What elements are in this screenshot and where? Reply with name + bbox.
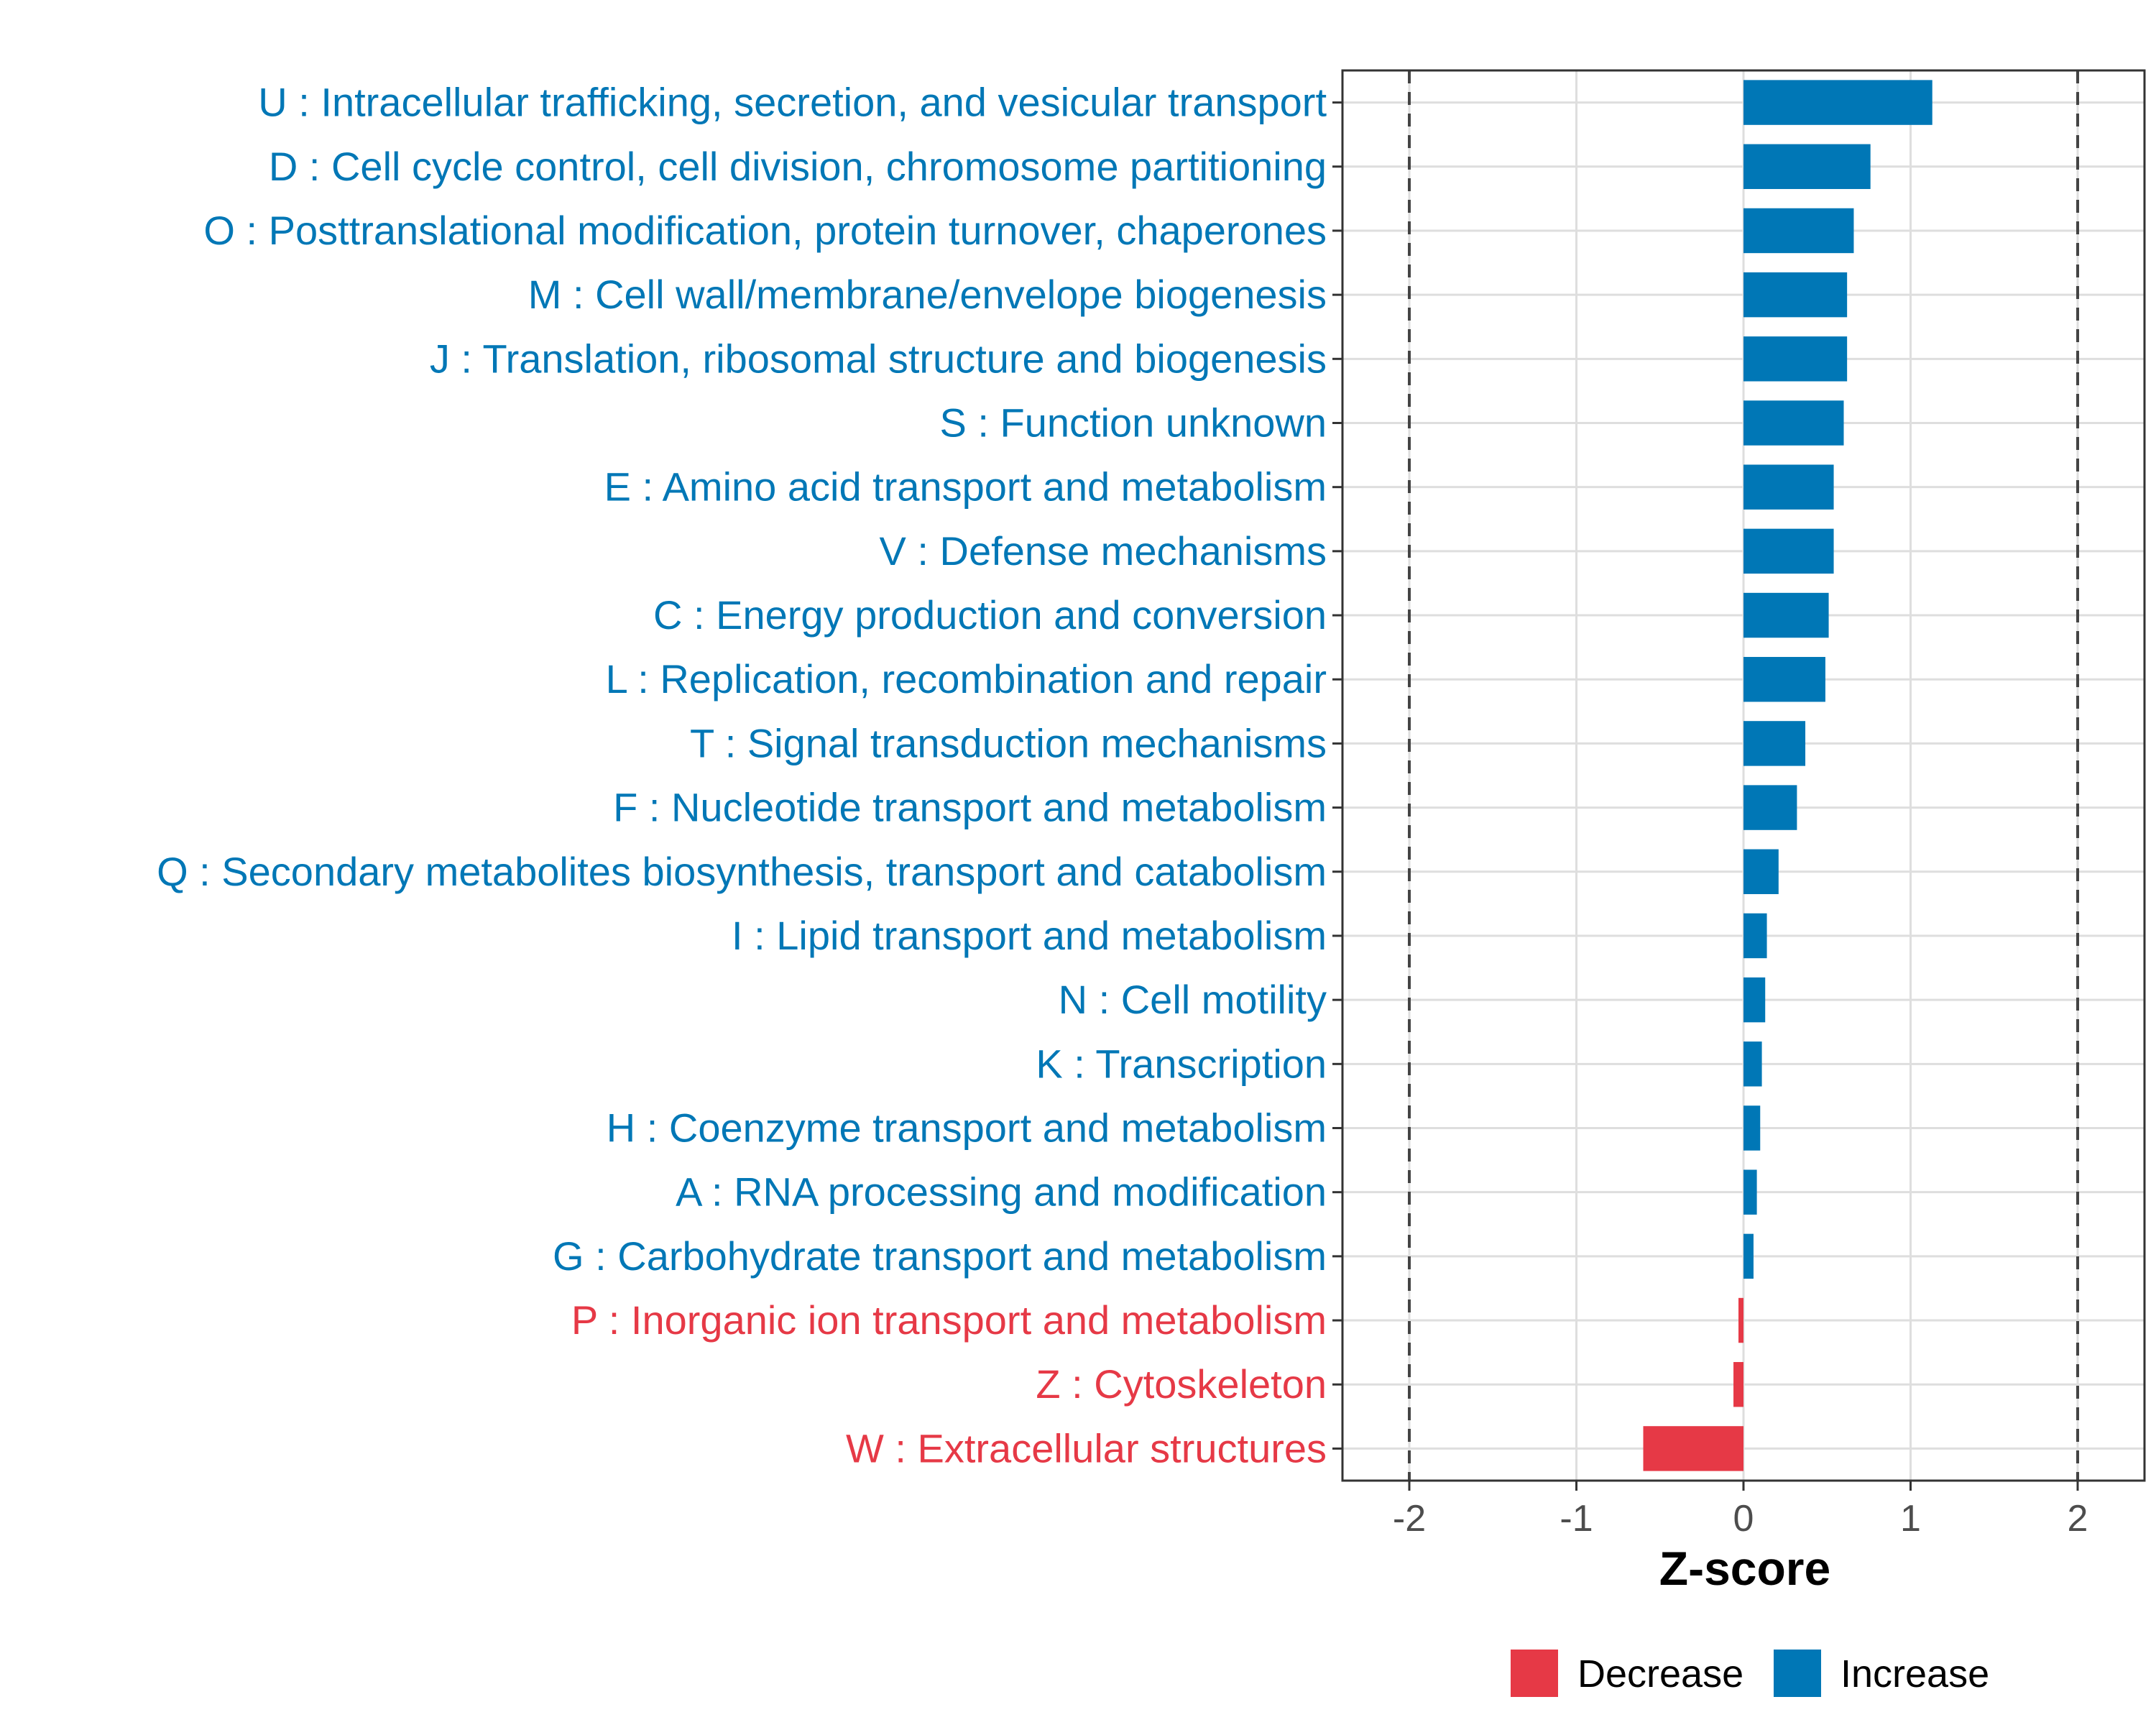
category-label: G : Carbohydrate transport and metabolis… [553,1233,1327,1279]
bar-h [1743,1105,1761,1151]
category-label: K : Transcription [1036,1041,1327,1086]
bar-layer [1643,80,1932,1471]
category-label: V : Defense mechanisms [880,528,1327,574]
x-tick-label: -2 [1393,1498,1426,1540]
bar-d [1743,144,1871,189]
category-label: P : Inorganic ion transport and metaboli… [571,1297,1327,1343]
bar-n [1743,977,1766,1023]
category-label: W : Extracellular structures [846,1425,1327,1471]
bar-k [1743,1041,1762,1087]
bar-f [1743,785,1797,830]
bar-w [1643,1426,1743,1471]
x-tick-label: 0 [1733,1498,1754,1540]
category-label: O : Posttranslational modification, prot… [203,208,1327,253]
bar-s [1743,400,1844,446]
category-label: J : Translation, ribosomal structure and… [430,336,1327,381]
x-tick-label: 2 [2068,1498,2088,1540]
category-label: Z : Cytoskeleton [1036,1361,1327,1407]
x-axis-ticks: -2 -1 0 1 2 [1393,1481,2088,1540]
bar-t [1743,721,1806,766]
bar-p [1738,1297,1743,1343]
category-label: N : Cell motility [1059,977,1327,1022]
bar-o [1743,208,1854,254]
bar-q [1743,849,1779,894]
x-axis-title: Z-score [1659,1542,1830,1595]
category-label: L : Replication, recombination and repai… [606,656,1327,702]
legend-label-decrease: Decrease [1577,1652,1743,1696]
legend-swatch-decrease [1511,1650,1558,1697]
category-label: Q : Secondary metabolites biosynthesis, … [157,849,1327,894]
x-tick-label: 1 [1900,1498,1921,1540]
bar-g [1743,1233,1754,1279]
bar-m [1743,272,1848,318]
category-label: U : Intracellular trafficking, secretion… [258,80,1327,125]
category-label: I : Lipid transport and metabolism [732,913,1327,958]
bar-a [1743,1169,1757,1215]
bar-l [1743,657,1825,702]
bar-i [1743,913,1767,959]
category-label: T : Signal transduction mechanisms [690,720,1327,765]
category-label: D : Cell cycle control, cell division, c… [269,144,1327,189]
category-label: H : Coenzyme transport and metabolism [607,1105,1327,1151]
category-label: M : Cell wall/membrane/envelope biogenes… [528,272,1327,317]
category-label: E : Amino acid transport and metabolism [604,464,1327,510]
bar-v [1743,528,1834,574]
legend-swatch-increase [1774,1650,1821,1697]
legend-label-increase: Increase [1841,1652,1989,1696]
category-label: A : RNA processing and modification [676,1169,1327,1215]
bar-e [1743,464,1834,510]
category-label: S : Function unknown [939,400,1327,446]
bar-u [1743,80,1932,125]
x-tick-label: -1 [1560,1498,1593,1540]
bar-c [1743,592,1829,638]
category-label: C : Energy production and conversion [653,592,1327,638]
category-label-layer: U : Intracellular trafficking, secretion… [157,80,1342,1471]
bar-z [1733,1362,1743,1407]
legend: Decrease Increase [1511,1650,1989,1697]
category-label: F : Nucleotide transport and metabolism [613,785,1327,830]
bar-j [1743,336,1848,382]
